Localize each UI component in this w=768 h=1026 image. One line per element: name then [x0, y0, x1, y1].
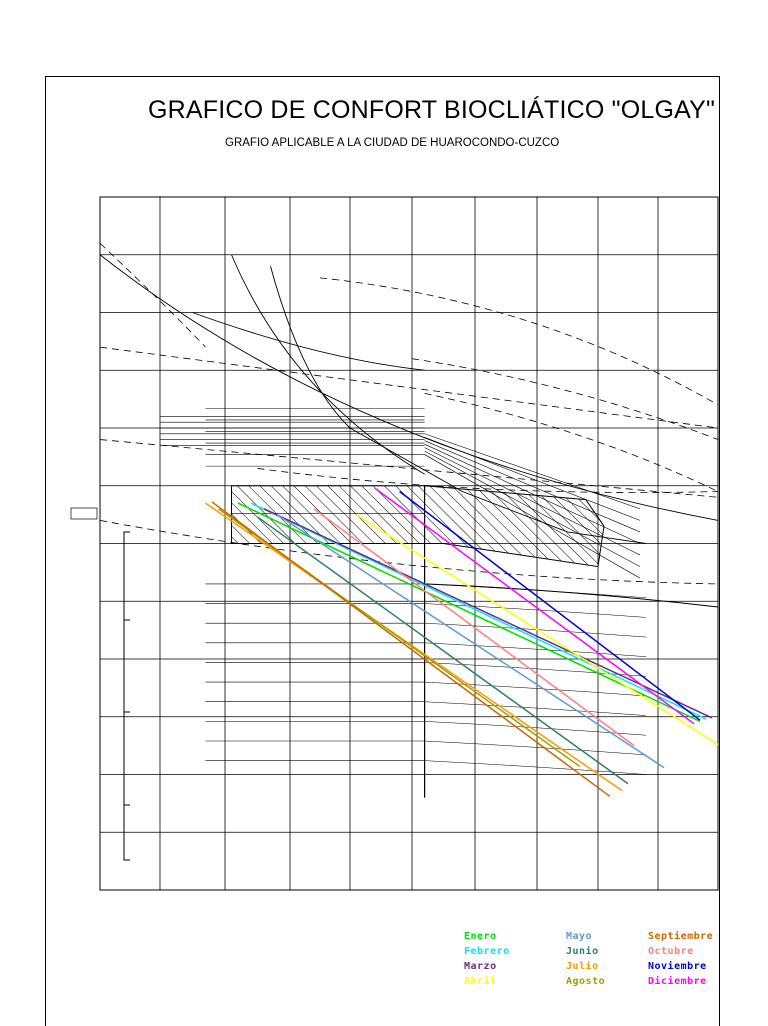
series-line-julio [205, 502, 623, 792]
series-line-noviembre [399, 490, 701, 721]
radiation-line-ext [424, 681, 647, 697]
legend-item-mayo: Mayo [566, 931, 593, 942]
wind-line [424, 436, 641, 521]
series-line-mayo [276, 513, 665, 769]
wind-line [424, 443, 641, 544]
radiation-need-curve [424, 583, 719, 608]
series-line-diciembre [374, 487, 695, 725]
radiation-line-ext [424, 721, 647, 736]
radiation-line-ext [424, 642, 647, 657]
legend-item-agosto: Agosto [566, 976, 606, 987]
body-temp-curve [192, 312, 425, 371]
chart-title: GRAFICO DE CONFORT BIOCLIÁTICO "OLGAY" [148, 96, 716, 124]
series-line-septiembre [211, 501, 611, 798]
vapor-15mm-curve [231, 254, 425, 475]
wind-line [424, 440, 641, 533]
humidity-gradient-line [99, 242, 206, 348]
legend-item-junio: Junio [566, 946, 599, 957]
radiation-line-ext [424, 760, 647, 775]
radiation-line-ext [424, 740, 647, 756]
legend-item-marzo: Marzo [464, 961, 497, 972]
legend-item-febrero: Febrero [464, 946, 510, 957]
radiation-line-ext [424, 701, 647, 716]
te-33-line [99, 346, 719, 429]
limite-trabajo-line [424, 392, 719, 492]
series-line-octubre [313, 508, 635, 747]
legend-item-enero: Enero [464, 931, 497, 942]
legend-item-noviembre: Noviembre [648, 961, 707, 972]
medio-imposible-line [319, 277, 719, 406]
series-line-febrero [250, 502, 707, 720]
chart-subtitle: GRAFIO APLICABLE A LA CIUDAD DE HUAROCON… [225, 137, 560, 149]
humidity-curve-a [99, 254, 719, 521]
legend-item-septiembre: Septiembre [648, 931, 714, 942]
wind-line [424, 454, 641, 579]
te-25h-line [257, 468, 719, 493]
series-line-abril [355, 513, 719, 746]
wind-line [424, 447, 641, 556]
series-line-marzo [263, 508, 713, 719]
wind-line [424, 450, 641, 567]
limite-tolerable-line [411, 358, 719, 440]
te-25-line [99, 439, 719, 498]
side-value-box [70, 507, 98, 520]
legend-item-julio: Julio [566, 961, 599, 972]
legend-item-abril: Abril [464, 976, 497, 987]
legend-item-octubre: Octubre [648, 946, 694, 957]
vapor-curve-b [270, 266, 647, 544]
wind-line [424, 433, 641, 510]
page-frame [45, 76, 720, 1026]
te-17-line [99, 520, 719, 585]
legend-item-diciembre: Diciembre [648, 976, 707, 987]
clo-bracket [123, 531, 130, 861]
series-line-junio [257, 516, 629, 785]
